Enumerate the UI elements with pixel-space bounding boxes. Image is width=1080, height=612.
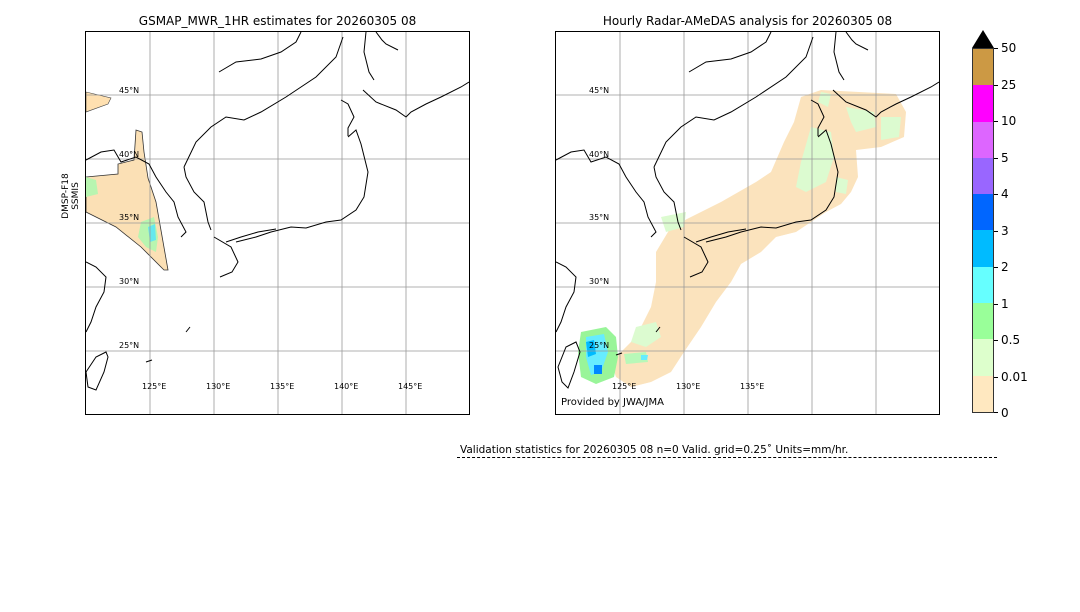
colorbar-tick: [994, 267, 998, 268]
left-lon-label-125: 125°E: [142, 382, 167, 391]
left-panel-title: GSMAP_MWR_1HR estimates for 20260305 08: [138, 14, 417, 28]
left-lat-label-25: 25°N: [119, 341, 140, 350]
colorbar-label-5: 5: [1001, 150, 1009, 165]
left-lat-label-45: 45°N: [119, 86, 140, 95]
colorbar-segment-3-4: [973, 194, 993, 231]
colorbar-tick: [994, 230, 998, 232]
colorbar-tick: [994, 376, 998, 378]
gridlines: [556, 32, 939, 414]
left-lat-label-40: 40°N: [119, 150, 140, 159]
colorbar-tick: [994, 48, 998, 49]
left-lat-label-30: 30°N: [119, 277, 140, 286]
colorbar-label-25: 25: [1001, 77, 1017, 92]
colorbar-label-0.5: 0.5: [1001, 333, 1021, 347]
right-lat-label-40: 40°N: [589, 150, 610, 159]
data-credit: Provided by JWA/JMA: [561, 397, 664, 408]
coastlines: [86, 32, 469, 391]
validation-statistics: Validation statistics for 20260305 08 n=…: [460, 444, 849, 456]
colorbar-tick: [994, 157, 998, 159]
right-map: [555, 31, 940, 415]
colorbar-tick: [994, 340, 998, 341]
colorbar-label-0.01: 0.01: [1001, 369, 1028, 384]
coastlines: [556, 32, 939, 389]
right-lat-label-45: 45°N: [589, 86, 610, 95]
colorbar: [972, 48, 994, 413]
colorbar-segment-10-25: [973, 85, 993, 122]
left-map-canvas: [86, 32, 469, 414]
colorbar-tick: [994, 121, 998, 122]
colorbar-segment-0-0.01: [973, 375, 993, 412]
colorbar-label-1: 1: [1001, 296, 1009, 311]
left-lat-label-35: 35°N: [119, 213, 140, 222]
right-lat-label-25: 25°N: [589, 341, 610, 350]
right-panel-title: Hourly Radar-AMeDAS analysis for 2026030…: [602, 14, 893, 28]
colorbar-label-3: 3: [1001, 223, 1009, 238]
colorbar-segment-2-3: [973, 230, 993, 267]
satellite-name: DMSP-F18: [61, 173, 71, 219]
right-lat-label-35: 35°N: [589, 213, 610, 222]
colorbar-label-0: 0: [1001, 406, 1009, 420]
validation-divider: [457, 457, 997, 458]
gridlines: [86, 32, 469, 414]
right-map-canvas: [556, 32, 939, 414]
right-lon-label-130: 130°E: [676, 382, 701, 391]
right-lat-label-30: 30°N: [589, 277, 610, 286]
right-lon-label-135: 135°E: [740, 382, 765, 391]
left-lon-label-140: 140°E: [334, 382, 359, 391]
left-map: [85, 31, 470, 415]
left-lon-label-145: 145°E: [398, 382, 423, 391]
colorbar-segment-1-2: [973, 266, 993, 304]
colorbar-label-2: 2: [1001, 260, 1009, 274]
colorbar-tick: [994, 412, 998, 413]
colorbar-tick: [994, 84, 998, 86]
colorbar-label-4: 4: [1001, 187, 1009, 201]
colorbar-tick: [994, 303, 998, 305]
colorbar-segment-0.5-1: [973, 303, 993, 340]
left-lon-label-130: 130°E: [206, 382, 231, 391]
right-lon-label-125: 125°E: [612, 382, 637, 391]
colorbar-label-50: 50: [1001, 41, 1017, 55]
colorbar-tick: [994, 194, 998, 195]
colorbar-segment-25-50: [973, 49, 993, 86]
colorbar-extend-arrow: [972, 30, 994, 48]
colorbar-segment-4-5: [973, 157, 993, 195]
sensor-name: SSMIS: [71, 182, 81, 210]
colorbar-label-10: 10: [1001, 114, 1017, 128]
colorbar-segment-5-10: [973, 121, 993, 158]
colorbar-segment-0.01-0.5: [973, 339, 993, 376]
left-lon-label-135: 135°E: [270, 382, 295, 391]
satellite-label: DMSP-F18 SSMIS: [61, 171, 81, 221]
